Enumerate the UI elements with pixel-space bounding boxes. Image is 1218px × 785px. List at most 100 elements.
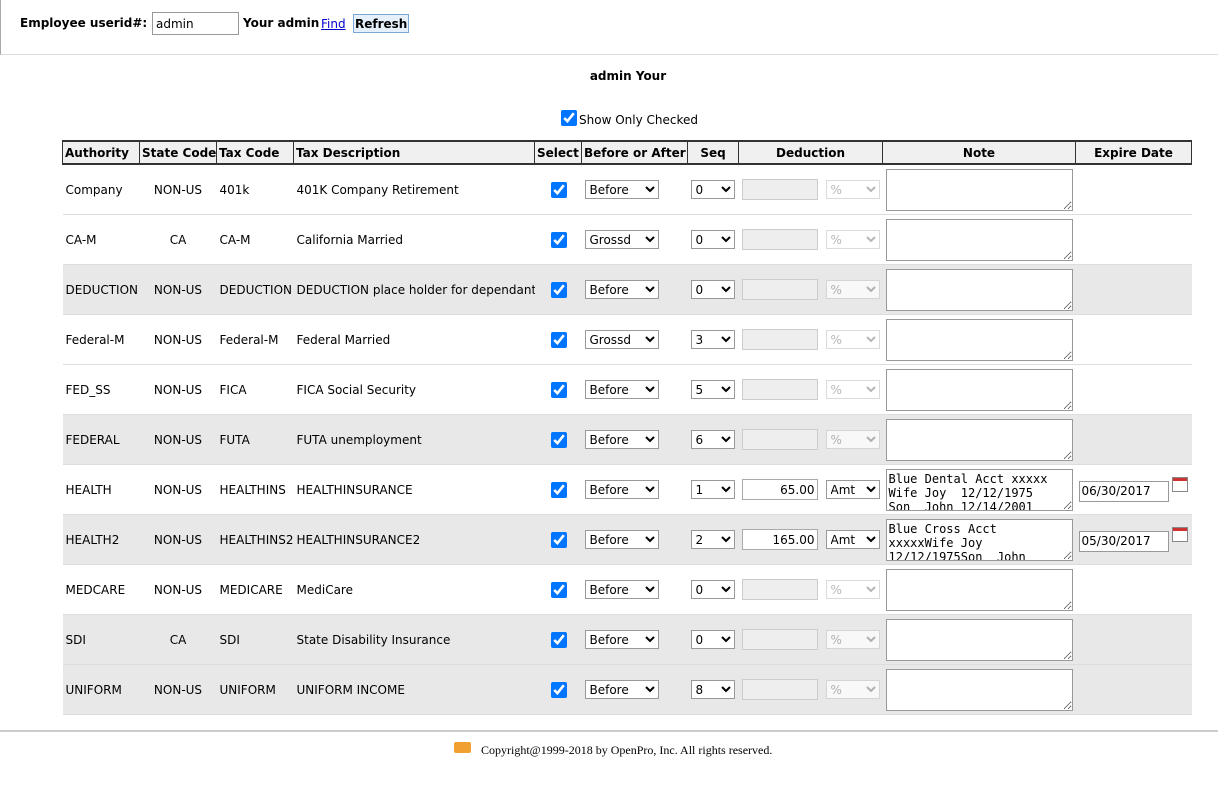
before-after-select[interactable]: Before xyxy=(584,580,659,599)
state-code-cell: NON-US xyxy=(139,164,217,215)
note-textarea[interactable] xyxy=(885,418,1073,461)
deduction-input[interactable] xyxy=(741,329,818,350)
deduction-cell: Amt xyxy=(738,464,883,515)
seq-select[interactable]: 1 xyxy=(690,480,735,499)
before-after-select[interactable]: Grossd xyxy=(584,230,659,249)
unit-select[interactable]: % xyxy=(825,430,880,449)
deduction-input[interactable] xyxy=(741,429,818,450)
seq-select[interactable]: 2 xyxy=(690,530,735,549)
select-checkbox[interactable] xyxy=(550,231,567,248)
seq-select[interactable]: 0 xyxy=(690,180,735,199)
deduction-input[interactable] xyxy=(741,479,818,500)
unit-select[interactable]: % xyxy=(825,330,880,349)
before-after-select[interactable]: Before xyxy=(584,380,659,399)
before-after-cell: Before xyxy=(581,614,688,665)
select-checkbox[interactable] xyxy=(550,281,567,298)
authority-cell: HEALTH xyxy=(62,464,140,515)
seq-select[interactable]: 5 xyxy=(690,380,735,399)
table-row: Federal-M NON-US Federal-M Federal Married G… xyxy=(62,314,1192,365)
before-after-select[interactable]: Before xyxy=(584,530,659,549)
note-textarea[interactable] xyxy=(885,618,1073,661)
select-cell xyxy=(534,264,582,315)
before-after-select[interactable]: Before xyxy=(584,280,659,299)
table-body: Company NON-US 401k 401K Company Retirement… xyxy=(62,164,1192,715)
expire-date-input[interactable] xyxy=(1078,530,1169,552)
note-textarea[interactable] xyxy=(885,268,1073,311)
before-after-select[interactable]: Before xyxy=(584,480,659,499)
calendar-icon[interactable] xyxy=(1171,527,1188,543)
unit-select[interactable]: % xyxy=(825,180,880,199)
table-row: Company NON-US 401k 401K Company Retirement… xyxy=(62,164,1192,215)
deduction-input[interactable] xyxy=(741,179,818,200)
select-checkbox[interactable] xyxy=(550,581,567,598)
seq-select[interactable]: 6 xyxy=(690,430,735,449)
note-textarea[interactable] xyxy=(885,668,1073,711)
select-checkbox[interactable] xyxy=(550,181,567,198)
unit-select[interactable]: % xyxy=(825,380,880,399)
note-textarea[interactable] xyxy=(885,368,1073,411)
unit-select[interactable]: % xyxy=(825,580,880,599)
seq-cell: 1 xyxy=(687,464,739,515)
note-cell xyxy=(882,214,1076,265)
deduction-input[interactable] xyxy=(741,529,818,550)
before-after-select[interactable]: Before xyxy=(584,430,659,449)
before-after-select[interactable]: Before xyxy=(584,180,659,199)
show-only-checked-box[interactable] xyxy=(561,110,577,126)
description-cell: FUTA unemployment xyxy=(293,414,535,465)
deduction-input[interactable] xyxy=(741,379,818,400)
column-header: State Code xyxy=(139,140,217,165)
note-textarea[interactable]: Blue Cross Acct xxxxxWife Joy 12/12/1975… xyxy=(885,518,1073,561)
column-header: Expire Date xyxy=(1075,140,1192,165)
state-code-cell: NON-US xyxy=(139,414,217,465)
unit-select[interactable]: % xyxy=(825,630,880,649)
select-cell xyxy=(534,564,582,615)
deduction-input[interactable] xyxy=(741,229,818,250)
userid-input[interactable] xyxy=(152,12,239,35)
calendar-icon[interactable] xyxy=(1171,477,1188,493)
select-checkbox[interactable] xyxy=(550,531,567,548)
seq-select[interactable]: 8 xyxy=(690,680,735,699)
unit-select[interactable]: % xyxy=(825,230,880,249)
before-after-select[interactable]: Before xyxy=(584,680,659,699)
note-textarea[interactable]: Blue Dental Acct xxxxx Wife Joy 12/12/19… xyxy=(885,468,1073,511)
note-textarea[interactable] xyxy=(885,168,1073,211)
deduction-input[interactable] xyxy=(741,579,818,600)
before-after-cell: Before xyxy=(581,464,688,515)
unit-select[interactable]: Amt xyxy=(825,530,880,549)
select-cell xyxy=(534,314,582,365)
authority-cell: MEDCARE xyxy=(62,564,140,615)
select-checkbox[interactable] xyxy=(550,631,567,648)
unit-select[interactable]: % xyxy=(825,680,880,699)
deduction-cell: % xyxy=(738,314,883,365)
seq-select[interactable]: 0 xyxy=(690,630,735,649)
refresh-button[interactable]: Refresh xyxy=(353,14,410,33)
find-link[interactable]: Find xyxy=(321,17,346,31)
note-textarea[interactable] xyxy=(885,568,1073,611)
before-after-cell: Before xyxy=(581,164,688,215)
before-after-select[interactable]: Before xyxy=(584,630,659,649)
unit-select[interactable]: % xyxy=(825,280,880,299)
seq-select[interactable]: 0 xyxy=(690,230,735,249)
table-row: HEALTH2 NON-US HEALTHINS2 HEALTHINSURANCE2 B… xyxy=(62,514,1192,565)
select-checkbox[interactable] xyxy=(550,431,567,448)
before-after-cell: Before xyxy=(581,514,688,565)
deduction-input[interactable] xyxy=(741,629,818,650)
column-header: Note xyxy=(882,140,1076,165)
before-after-select[interactable]: Grossd xyxy=(584,330,659,349)
select-checkbox[interactable] xyxy=(550,481,567,498)
deduction-input[interactable] xyxy=(741,279,818,300)
before-after-cell: Before xyxy=(581,564,688,615)
select-checkbox[interactable] xyxy=(550,681,567,698)
select-checkbox[interactable] xyxy=(550,381,567,398)
note-textarea[interactable] xyxy=(885,218,1073,261)
deduction-input[interactable] xyxy=(741,679,818,700)
unit-select[interactable]: Amt xyxy=(825,480,880,499)
seq-select[interactable]: 0 xyxy=(690,280,735,299)
seq-select[interactable]: 3 xyxy=(690,330,735,349)
seq-cell: 6 xyxy=(687,414,739,465)
select-cell xyxy=(534,464,582,515)
expire-date-input[interactable] xyxy=(1078,480,1169,502)
note-textarea[interactable] xyxy=(885,318,1073,361)
seq-select[interactable]: 0 xyxy=(690,580,735,599)
select-checkbox[interactable] xyxy=(550,331,567,348)
